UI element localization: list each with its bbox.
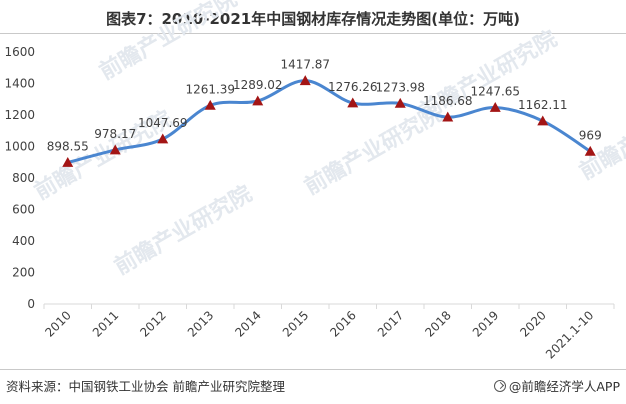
data-label: 978.17 bbox=[94, 127, 136, 141]
x-tick-label: 2014 bbox=[232, 308, 263, 339]
brand-icon bbox=[493, 380, 506, 392]
y-tick-label: 0 bbox=[27, 297, 35, 311]
data-label: 1047.69 bbox=[138, 116, 188, 130]
watermark-text: 前瞻产业研究院 bbox=[110, 181, 256, 281]
data-label: 1417.87 bbox=[280, 58, 330, 72]
y-tick-label: 400 bbox=[12, 234, 35, 248]
y-tick-label: 1000 bbox=[4, 140, 35, 154]
y-tick-label: 1200 bbox=[4, 108, 35, 122]
x-tick-label: 2020 bbox=[517, 308, 548, 339]
y-tick-label: 1400 bbox=[4, 77, 35, 91]
x-tick-label: 2010 bbox=[42, 308, 73, 339]
x-tick-label: 2015 bbox=[280, 308, 311, 339]
data-point-marker bbox=[109, 144, 121, 155]
data-point-marker bbox=[204, 99, 216, 110]
data-label: 1273.98 bbox=[375, 80, 425, 94]
watermark-text: 前瞻产业研究院 bbox=[95, 0, 241, 85]
footer-divider bbox=[0, 369, 626, 370]
chart-title: 图表7：2010-2021年中国钢材库存情况走势图(单位：万吨) bbox=[106, 10, 520, 28]
source-note: 资料来源：中国钢铁工业协会 前瞻产业研究院整理 bbox=[6, 379, 285, 394]
data-point-marker bbox=[442, 111, 454, 122]
brand-credit: @前瞻经济学人APP bbox=[493, 376, 620, 395]
data-label: 898.55 bbox=[47, 139, 89, 153]
y-tick-label: 200 bbox=[12, 266, 35, 280]
x-tick-label: 2018 bbox=[422, 308, 453, 339]
data-label: 1261.39 bbox=[185, 82, 235, 96]
brand-text: @前瞻经济学人APP bbox=[508, 379, 620, 394]
y-tick-label: 600 bbox=[12, 203, 35, 217]
data-point-marker bbox=[347, 97, 359, 108]
x-tick-label: 2021.1-10 bbox=[543, 308, 596, 361]
data-point-marker bbox=[252, 95, 264, 106]
series-line bbox=[67, 79, 592, 164]
x-tick-label: 2019 bbox=[470, 308, 501, 339]
data-point-marker bbox=[62, 156, 74, 167]
data-point-marker bbox=[394, 97, 406, 108]
y-tick-label: 800 bbox=[12, 171, 35, 185]
data-label: 1247.65 bbox=[470, 84, 520, 98]
x-tick-label: 2013 bbox=[185, 308, 216, 339]
data-point-marker bbox=[157, 133, 169, 144]
x-tick-label: 2011 bbox=[90, 308, 121, 339]
y-tick-label: 1600 bbox=[4, 45, 35, 59]
data-point-marker bbox=[537, 115, 549, 126]
x-tick-label: 2017 bbox=[375, 308, 406, 339]
x-tick-label: 2012 bbox=[137, 308, 168, 339]
data-label: 1162.11 bbox=[518, 98, 568, 112]
title-divider bbox=[0, 33, 626, 34]
data-point-marker bbox=[299, 75, 311, 86]
data-label: 1186.68 bbox=[423, 94, 473, 108]
data-point-marker bbox=[584, 145, 596, 156]
x-tick-label: 2016 bbox=[327, 308, 358, 339]
data-label: 1289.02 bbox=[233, 78, 283, 92]
axes: 0 200 400 600 800 1000 1200 1400 1600 2010 2011 201… bbox=[4, 45, 615, 362]
series-layer bbox=[62, 75, 596, 167]
data-label: 969 bbox=[579, 128, 602, 142]
data-point-marker bbox=[489, 101, 501, 112]
data-label: 1276.26 bbox=[328, 80, 378, 94]
